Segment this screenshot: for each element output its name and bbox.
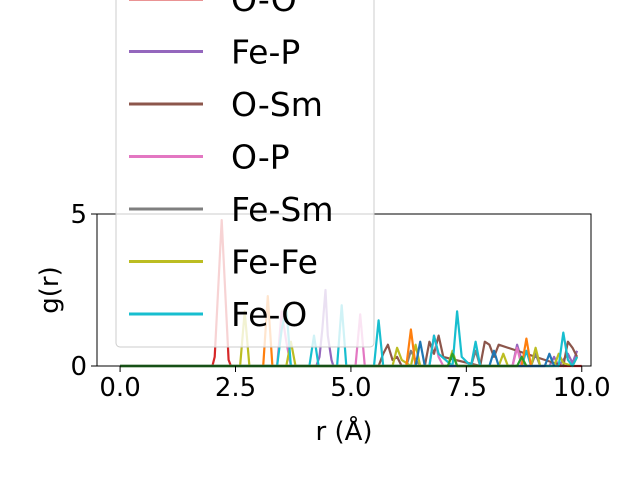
legend-label-fe-fe: Fe-Fe <box>231 243 318 282</box>
x-axis-label: r (Å) <box>315 415 372 447</box>
y-axis: 05 <box>70 200 97 382</box>
x-axis: 0.0 2.5 5.0 7.5 10.0 <box>99 366 611 403</box>
x-tick-label: 0.0 <box>99 373 140 403</box>
x-tick-label: 7.5 <box>446 373 487 403</box>
legend-label-fe-o: Fe-O <box>231 295 307 334</box>
legend-label-o-p: O-P <box>231 138 290 177</box>
legend-label-fe-p: Fe-P <box>231 33 300 72</box>
series-line-unlabeled-8 <box>120 340 556 368</box>
x-tick-label: 2.5 <box>215 373 256 403</box>
legend: O-O Fe-P O-Sm O-P Fe-Sm Fe-Fe Fe-O <box>115 0 375 348</box>
legend-label-o-o: O-O <box>231 0 297 19</box>
y-tick-label: 0 <box>70 352 87 382</box>
y-axis-label: g(r) <box>35 266 65 313</box>
series-line-o-sm <box>120 334 579 368</box>
x-tick-label: 5.0 <box>330 373 371 403</box>
legend-label-fe-sm: Fe-Sm <box>231 190 333 229</box>
x-tick-label: 10.0 <box>553 373 611 403</box>
legend-label-o-sm: O-Sm <box>231 85 323 124</box>
y-tick-label: 5 <box>70 200 87 230</box>
